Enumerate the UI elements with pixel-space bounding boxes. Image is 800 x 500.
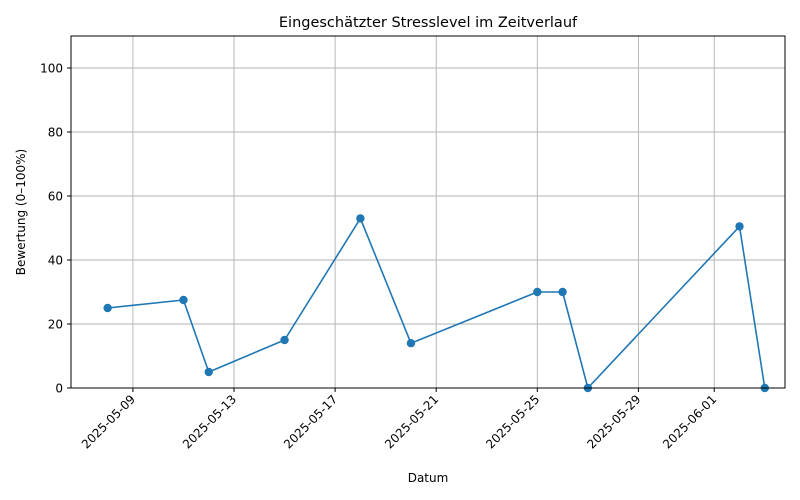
- x-tick-label: 2025-06-01: [660, 392, 719, 451]
- y-tick-label: 0: [55, 382, 63, 396]
- data-point: [533, 287, 542, 297]
- data-points: [103, 214, 769, 393]
- plot-frame: [70, 35, 786, 389]
- x-tick-label: 2025-05-09: [79, 392, 138, 451]
- data-point: [356, 214, 365, 223]
- x-axis: 2025-05-09 2025-05-13 2025-05-17 2025-05-21…: [79, 388, 719, 451]
- y-tick-label: 80: [48, 126, 63, 140]
- data-point: [179, 295, 188, 305]
- x-tick-label: 2025-05-29: [584, 392, 643, 451]
- y-tick-label: 100: [40, 62, 63, 76]
- x-tick-label: 2025-05-25: [483, 392, 542, 451]
- x-tick-label: 2025-05-13: [180, 392, 239, 451]
- data-point: [406, 339, 416, 348]
- x-tick-label: 2025-05-17: [281, 392, 340, 451]
- y-tick-label: 40: [48, 254, 63, 268]
- data-point: [103, 303, 112, 313]
- y-tick-label: 60: [48, 190, 63, 204]
- x-tick-label: 2025-05-21: [382, 392, 441, 451]
- y-tick-label: 20: [48, 318, 63, 332]
- y-axis: 0 20 40 60 80 100: [40, 62, 71, 396]
- chart-title: Eingeschätzter Stresslevel im Zeitverlau…: [279, 15, 578, 31]
- data-point: [558, 287, 567, 297]
- data-point: [204, 367, 213, 377]
- x-axis-label: Datum: [408, 471, 449, 485]
- data-point: [735, 222, 744, 231]
- grid: [71, 36, 785, 389]
- data-point: [280, 335, 289, 345]
- y-axis-label: Bewertung (0–100%): [14, 149, 28, 275]
